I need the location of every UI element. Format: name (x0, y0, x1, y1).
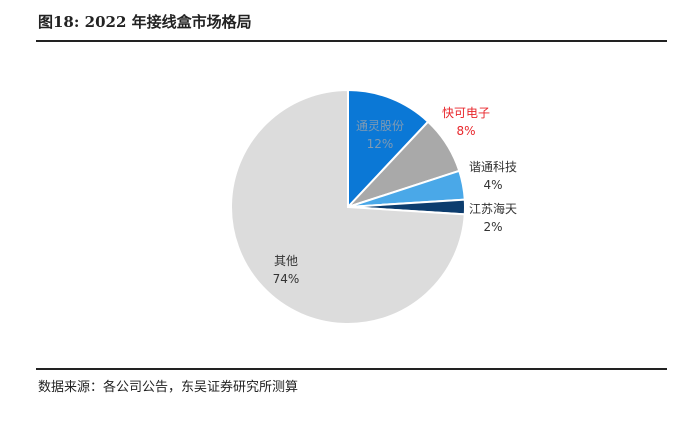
source-note: 数据来源：各公司公告，东吴证券研究所测算 (38, 380, 299, 395)
slice-value-label-4: 2% (483, 220, 502, 234)
bottom-rule (36, 368, 667, 370)
figure-title: 图18: 2022 年接线盒市场格局 (38, 13, 252, 31)
slice-value-label-2: 8% (456, 124, 475, 138)
slice-value-label-1: 12% (367, 137, 394, 151)
slice-value-label-5: 74% (273, 272, 300, 286)
slice-label-3: 谐通科技 (469, 160, 517, 174)
slice-value-label-3: 4% (483, 178, 502, 192)
pie-slice-5 (230, 88, 466, 325)
slice-label-2: 快可电子 (442, 106, 490, 120)
pie-slice-1 (347, 88, 430, 210)
slice-label-1: 通灵股份 (356, 119, 404, 133)
slice-label-5: 其他 (274, 254, 298, 268)
top-rule (36, 40, 667, 42)
slice-label-4: 江苏海天 (469, 201, 517, 216)
